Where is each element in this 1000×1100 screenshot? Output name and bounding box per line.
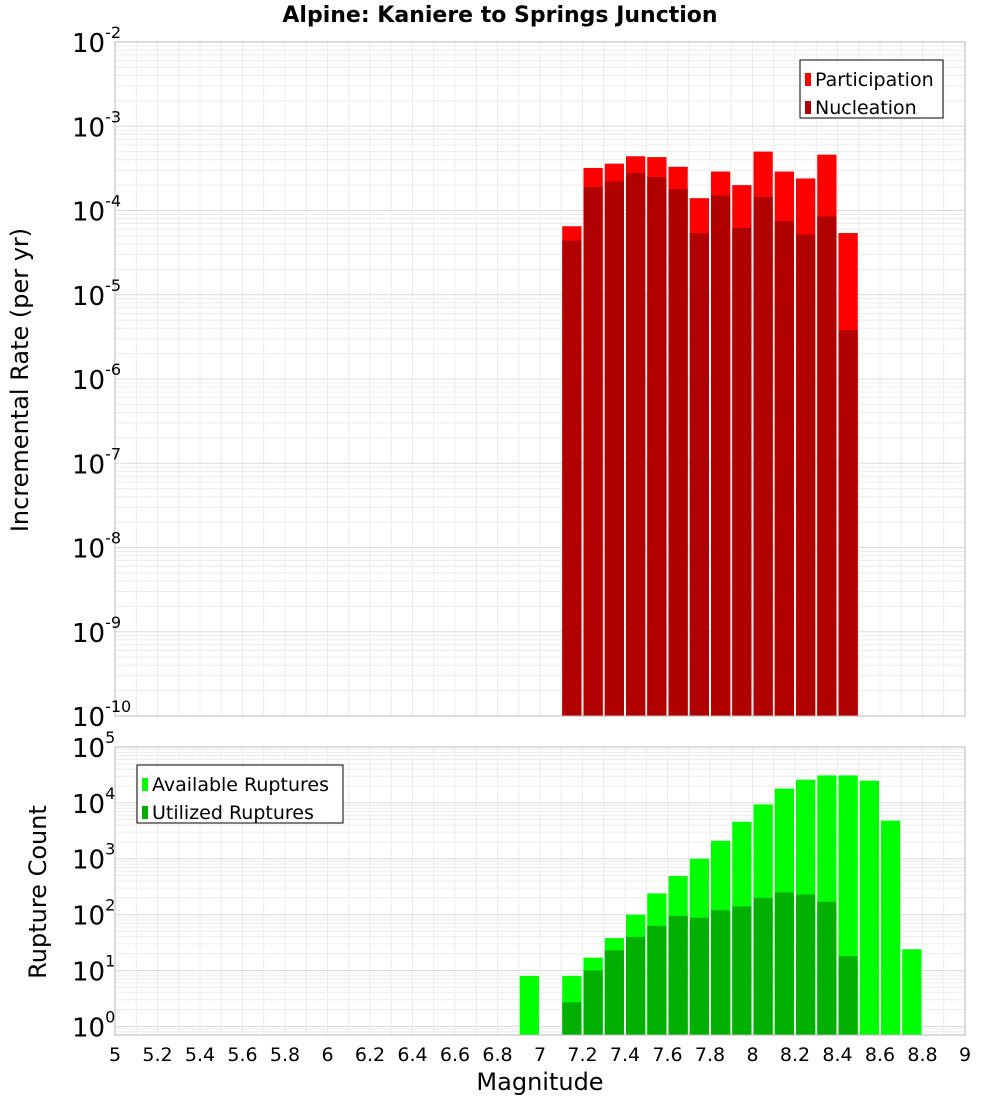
plot-frame [114, 746, 966, 1036]
bar-utilized-ruptures [817, 901, 837, 1035]
y-tick-labels: 100 101 102 103 104 105 [72, 728, 115, 1043]
bar-utilized-ruptures [583, 970, 603, 1035]
y-tick-label: 101 [72, 951, 115, 987]
bar-utilized-ruptures [796, 894, 816, 1035]
bar-available-ruptures [902, 949, 922, 1035]
legend: Available Ruptures Utilized Ruptures [136, 764, 344, 824]
bar-utilized-ruptures [562, 1002, 582, 1035]
bar-nucleation [753, 196, 773, 717]
y-tick-label: 102 [72, 896, 115, 932]
bar-available-ruptures [881, 820, 901, 1035]
y-tick-label: 10-6 [72, 360, 121, 396]
grid [114, 42, 966, 717]
bar-available-ruptures [859, 780, 879, 1035]
bar-nucleation [583, 187, 603, 716]
bar-utilized-ruptures [774, 892, 794, 1035]
legend-swatch [805, 101, 811, 114]
bar-nucleation [732, 227, 752, 716]
x-tick-label: 6 [321, 1044, 333, 1066]
x-tick-label: 5.6 [227, 1044, 257, 1066]
bar-nucleation [774, 221, 794, 716]
y-tick-label: 10-5 [72, 276, 121, 312]
bar-nucleation [689, 233, 709, 716]
bar-utilized-ruptures [604, 950, 624, 1035]
bar-utilized-ruptures [647, 925, 667, 1035]
bar-nucleation [562, 240, 582, 716]
bar-nucleation [817, 216, 837, 716]
bar-utilized-ruptures [711, 910, 731, 1035]
y-tick-label: 10-7 [72, 444, 121, 480]
y-tick-label: 10-4 [72, 192, 121, 228]
bar-nucleation [838, 330, 858, 716]
bar-nucleation [711, 195, 731, 716]
bar-utilized-ruptures [838, 956, 858, 1035]
bar-nucleation [626, 172, 646, 717]
bars [519, 775, 922, 1035]
y-tick-label: 103 [72, 840, 115, 876]
bar-utilized-ruptures [689, 917, 709, 1035]
chart-title: Alpine: Kaniere to Springs Junction [282, 3, 717, 28]
x-tick-label: 6.4 [397, 1044, 427, 1066]
x-tick-labels: 5 5.2 5.4 5.6 5.8 6 6.2 6.4 6.6 6.8 7 7.2 7.4 7.6 7.8 8… [109, 1044, 971, 1066]
x-tick-label: 8.4 [822, 1044, 852, 1066]
x-tick-label: 8.8 [907, 1044, 937, 1066]
bar-nucleation [796, 234, 816, 717]
legend-label: Nucleation [815, 97, 917, 119]
x-tick-label: 8.2 [780, 1044, 810, 1066]
x-tick-label: 7 [534, 1044, 546, 1066]
legend-swatch [805, 73, 811, 86]
y-tick-label: 100 [72, 1007, 115, 1043]
bar-nucleation [604, 181, 624, 717]
x-tick-label: 8 [746, 1044, 758, 1066]
legend-label: Available Ruptures [152, 774, 329, 796]
legend-label: Utilized Ruptures [152, 802, 314, 824]
y-tick-label: 10-3 [72, 107, 121, 143]
x-tick-label: 6.2 [355, 1044, 385, 1066]
legend-box [799, 59, 944, 119]
x-tick-label: 5.4 [185, 1044, 215, 1066]
legend-label: Participation [815, 69, 934, 91]
bar-nucleation [647, 176, 667, 716]
bar-utilized-ruptures [753, 897, 773, 1035]
y-axis-label-count: Rupture Count [24, 805, 52, 979]
legend-swatch [142, 806, 148, 819]
y-tick-label: 10-8 [72, 529, 121, 565]
y-tick-labels: 10-10 10-9 10-8 10-7 10-6 10-5 10-4 10-3 10-2 [72, 23, 131, 733]
x-tick-label: 8.6 [865, 1044, 895, 1066]
bar-utilized-ruptures [668, 915, 688, 1035]
bar-utilized-ruptures [732, 906, 752, 1035]
y-tick-label: 10-10 [72, 697, 131, 733]
x-tick-label: 5 [109, 1044, 121, 1066]
x-axis-label: Magnitude [476, 1068, 603, 1096]
y-tick-label: 104 [72, 784, 115, 820]
x-tick-label: 7.2 [567, 1044, 597, 1066]
y-tick-label: 10-2 [72, 23, 121, 59]
legend-swatch [142, 778, 148, 791]
x-tick-label: 6.6 [440, 1044, 470, 1066]
y-axis-label-rate: Incremental Rate (per yr) [6, 228, 34, 532]
rate-panel: 10-10 10-9 10-8 10-7 10-6 10-5 10-4 10-3 10-2 Par… [72, 23, 966, 733]
x-tick-label: 5.8 [270, 1044, 300, 1066]
plot-frame [114, 41, 966, 717]
x-tick-label: 7.4 [610, 1044, 640, 1066]
bar-available-ruptures [519, 975, 539, 1035]
bar-utilized-ruptures [626, 936, 646, 1035]
y-tick-label: 105 [72, 728, 115, 764]
x-tick-label: 5.2 [142, 1044, 172, 1066]
rupture-count-panel: 100 101 102 103 104 105 5 5.2 5.4 5.6 5.8 6 6.2 6.4 6.… [72, 728, 971, 1066]
legend: Participation Nucleation [799, 59, 944, 119]
legend-box [136, 764, 344, 824]
x-tick-label: 9 [959, 1044, 971, 1066]
bars [562, 151, 858, 717]
bar-nucleation [668, 188, 688, 716]
x-tick-label: 7.6 [652, 1044, 682, 1066]
x-tick-label: 6.8 [482, 1044, 512, 1066]
x-tick-label: 7.8 [695, 1044, 725, 1066]
y-tick-label: 10-9 [72, 613, 121, 649]
